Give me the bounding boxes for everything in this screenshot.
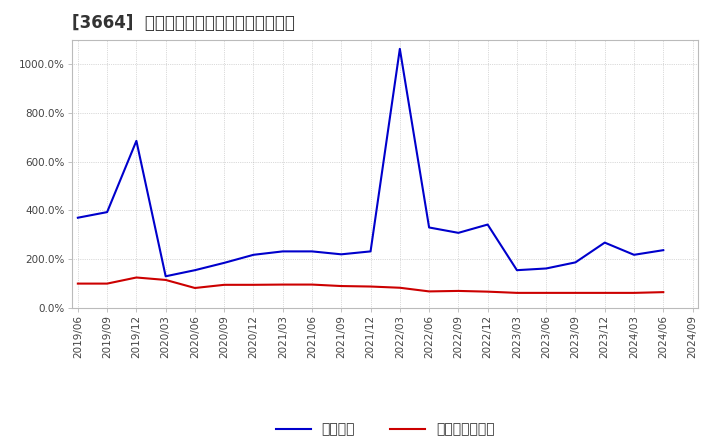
固定比率 bbox=[513, 268, 521, 273]
固定長期適合率 bbox=[103, 281, 112, 286]
固定長期適合率 bbox=[630, 290, 639, 296]
固定比率 bbox=[220, 260, 228, 265]
固定比率 bbox=[630, 252, 639, 257]
固定長期適合率 bbox=[249, 282, 258, 287]
固定比率 bbox=[395, 46, 404, 51]
固定比率 bbox=[249, 252, 258, 257]
固定長期適合率 bbox=[307, 282, 316, 287]
固定長期適合率 bbox=[542, 290, 551, 296]
固定長期適合率 bbox=[483, 289, 492, 294]
固定比率 bbox=[425, 225, 433, 230]
固定長期適合率 bbox=[366, 284, 375, 289]
固定比率 bbox=[161, 274, 170, 279]
固定長期適合率 bbox=[73, 281, 82, 286]
固定比率 bbox=[600, 240, 609, 245]
固定比率 bbox=[454, 230, 463, 235]
固定比率 bbox=[132, 138, 140, 143]
固定比率 bbox=[191, 268, 199, 273]
固定比率 bbox=[366, 249, 375, 254]
固定比率 bbox=[337, 252, 346, 257]
固定長期適合率 bbox=[279, 282, 287, 287]
固定長期適合率 bbox=[191, 286, 199, 291]
固定比率 bbox=[279, 249, 287, 254]
Text: [3664]  固定比率、固定長期適合率の推移: [3664] 固定比率、固定長期適合率の推移 bbox=[72, 15, 295, 33]
固定長期適合率 bbox=[659, 290, 667, 295]
固定比率 bbox=[571, 260, 580, 265]
固定長期適合率 bbox=[571, 290, 580, 296]
固定長期適合率 bbox=[425, 289, 433, 294]
固定長期適合率 bbox=[220, 282, 228, 287]
固定比率 bbox=[103, 209, 112, 215]
固定長期適合率 bbox=[454, 288, 463, 293]
固定比率 bbox=[542, 266, 551, 271]
固定長期適合率 bbox=[513, 290, 521, 296]
固定比率 bbox=[483, 222, 492, 227]
固定比率 bbox=[659, 248, 667, 253]
固定比率 bbox=[307, 249, 316, 254]
固定比率 bbox=[73, 215, 82, 220]
固定長期適合率 bbox=[395, 285, 404, 290]
固定長期適合率 bbox=[132, 275, 140, 280]
Legend: 固定比率, 固定長期適合率: 固定比率, 固定長期適合率 bbox=[271, 417, 500, 440]
固定長期適合率 bbox=[600, 290, 609, 296]
固定長期適合率 bbox=[337, 283, 346, 289]
Line: 固定長期適合率: 固定長期適合率 bbox=[78, 278, 663, 293]
Line: 固定比率: 固定比率 bbox=[78, 49, 663, 276]
固定長期適合率 bbox=[161, 277, 170, 282]
